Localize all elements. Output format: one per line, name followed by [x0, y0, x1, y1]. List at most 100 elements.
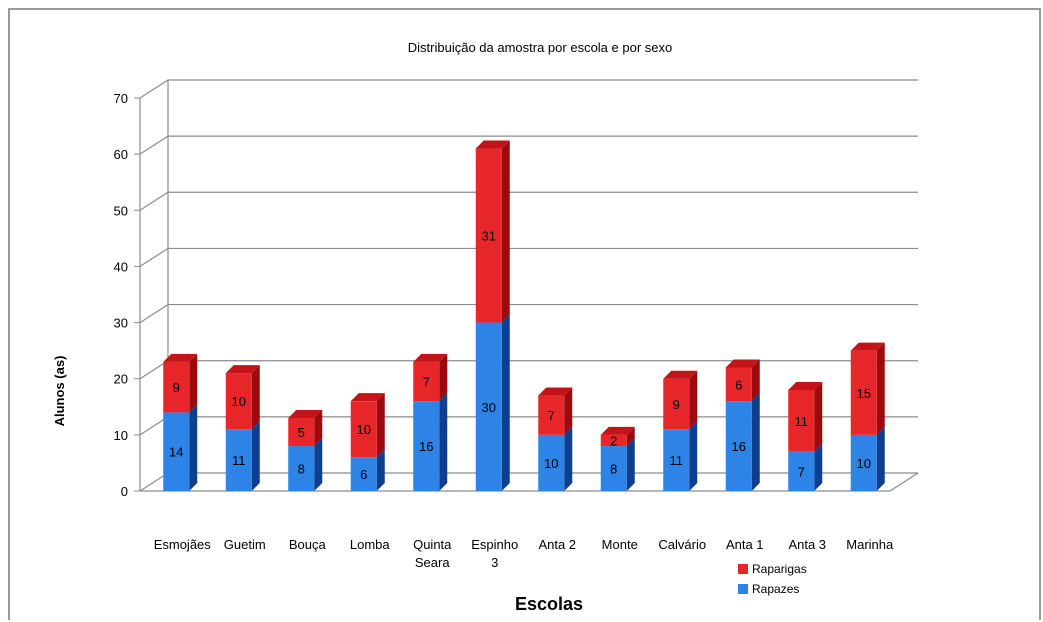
x-axis-label: Escolas [515, 594, 583, 614]
bar-top-3 [350, 393, 385, 402]
bar-top-2 [288, 410, 323, 419]
bar-top-5 [475, 140, 510, 149]
stacked-bar-chart: 0 10 20 30 40 50 60 70 14 9 11 10 8 5 6 10 16 7 30 31 10 7 8 2… [52, 40, 919, 614]
data-label-rapazes-4: 16 [419, 439, 433, 454]
bar-side-raparigas-8 [689, 370, 698, 430]
bar-raparigas-11 [850, 350, 877, 435]
gridline-40 [139, 247, 918, 267]
bar-top-8 [663, 370, 698, 379]
data-label-rapazes-3: 6 [360, 467, 367, 482]
bar-rapazes-6 [538, 434, 565, 491]
category-label-line: Anta 1 [726, 537, 764, 552]
bar-raparigas-6 [538, 395, 565, 435]
bar-side-rapazes-6 [564, 426, 573, 491]
x-axis-floor [140, 472, 919, 492]
bar-top-0 [163, 353, 198, 362]
bar-rapazes-5 [475, 322, 502, 491]
bar-top-7 [600, 426, 635, 435]
data-label-raparigas-4: 7 [423, 375, 430, 390]
data-label-raparigas-1: 10 [232, 394, 246, 409]
category-label-line: Espinho [471, 537, 518, 552]
bars: 14 9 11 10 8 5 6 10 16 7 30 31 10 7 8 2 11 9 16 6 7 11 10 15 [163, 140, 885, 491]
category-label-5: Espinho 3 [471, 537, 518, 570]
y-tick-label-30: 30 [114, 316, 128, 331]
category-label-line: Bouça [289, 537, 327, 552]
bar-rapazes-1 [225, 429, 252, 491]
category-label-7: Monte [602, 537, 638, 552]
category-label-1: Guetim [224, 537, 266, 552]
bar-rapazes-4 [413, 401, 440, 491]
data-label-rapazes-1: 11 [232, 453, 246, 468]
data-label-rapazes-8: 11 [670, 453, 684, 468]
bar-rapazes-8 [663, 429, 690, 491]
y-tick-label-20: 20 [114, 372, 128, 387]
bar-side-rapazes-7 [626, 438, 635, 491]
bar-side-raparigas-1 [251, 365, 260, 430]
chart-title: Distribuição da amostra por escola e por… [408, 40, 672, 55]
bar-top-10 [788, 381, 823, 390]
bar-side-raparigas-7 [626, 426, 635, 447]
category-label-4: Quinta Seara [413, 537, 452, 570]
data-label-raparigas-7: 2 [610, 433, 617, 448]
category-label-line: Quinta [413, 537, 452, 552]
bar-rapazes-9 [725, 401, 752, 491]
gridline-60 [139, 135, 918, 155]
bar-raparigas-5 [475, 148, 502, 323]
bar-side-rapazes-2 [314, 438, 323, 491]
category-label-line: Esmojães [154, 537, 212, 552]
category-label-8: Calvário [658, 537, 706, 552]
data-label-raparigas-2: 5 [298, 425, 305, 440]
bar-side-raparigas-11 [876, 342, 885, 435]
gridline-30 [139, 303, 918, 324]
bar-top-4 [413, 353, 448, 362]
bar-rapazes-11 [850, 434, 877, 491]
y-tick-label-50: 50 [114, 203, 128, 218]
bar-top-6 [538, 387, 573, 396]
bar-top-11 [850, 342, 885, 351]
bar-raparigas-0 [163, 361, 190, 413]
chart-frame: 0 10 20 30 40 50 60 70 14 9 11 10 8 5 6 10 16 7 30 31 10 7 8 2… [8, 8, 1041, 620]
bar-side-raparigas-2 [314, 410, 323, 447]
bar-raparigas-1 [225, 373, 252, 430]
bar-raparigas-8 [663, 378, 690, 430]
bar-side-raparigas-6 [564, 387, 573, 435]
legend-label-rapazes: Rapazes [752, 582, 799, 596]
y-tick-label-60: 60 [114, 147, 128, 162]
category-label-11: Marinha [846, 537, 894, 552]
bar-top-1 [225, 365, 260, 374]
data-label-raparigas-10: 11 [795, 414, 809, 429]
y-tick-label-10: 10 [114, 428, 128, 443]
data-label-raparigas-9: 6 [735, 377, 742, 392]
bar-side-raparigas-3 [376, 393, 385, 458]
y-tick-label-40: 40 [114, 259, 128, 274]
bar-raparigas-9 [725, 367, 752, 402]
data-label-raparigas-0: 9 [173, 380, 180, 395]
y-axis-label: Alunos (as) [52, 356, 67, 427]
gridline-70 [139, 79, 918, 99]
category-label-9: Anta 1 [726, 537, 764, 552]
bar-raparigas-2 [288, 418, 315, 447]
category-label-0: Esmojães [154, 537, 212, 552]
bar-rapazes-10 [788, 451, 815, 491]
bar-side-raparigas-0 [189, 353, 198, 413]
data-label-rapazes-6: 10 [544, 456, 558, 471]
category-label-10: Anta 3 [788, 537, 826, 552]
category-label-6: Anta 2 [538, 537, 576, 552]
category-label-line: Monte [602, 537, 638, 552]
bar-side-rapazes-0 [189, 404, 198, 491]
category-label-2: Bouça [289, 537, 327, 552]
bar-rapazes-2 [288, 446, 315, 491]
legend-swatch-rapazes [738, 584, 748, 594]
data-label-raparigas-8: 9 [673, 397, 680, 412]
bar-side-raparigas-4 [439, 353, 448, 402]
y-tick-label-0: 0 [121, 484, 128, 499]
bar-raparigas-3 [350, 401, 377, 458]
bar-side-rapazes-8 [689, 421, 698, 491]
legend-swatch-raparigas [738, 564, 748, 574]
data-label-raparigas-3: 10 [357, 422, 371, 437]
bar-rapazes-3 [350, 457, 377, 491]
data-label-rapazes-2: 8 [298, 462, 305, 477]
bar-rapazes-7 [600, 446, 627, 491]
category-label-line: Guetim [224, 537, 266, 552]
bar-side-rapazes-1 [251, 421, 260, 491]
